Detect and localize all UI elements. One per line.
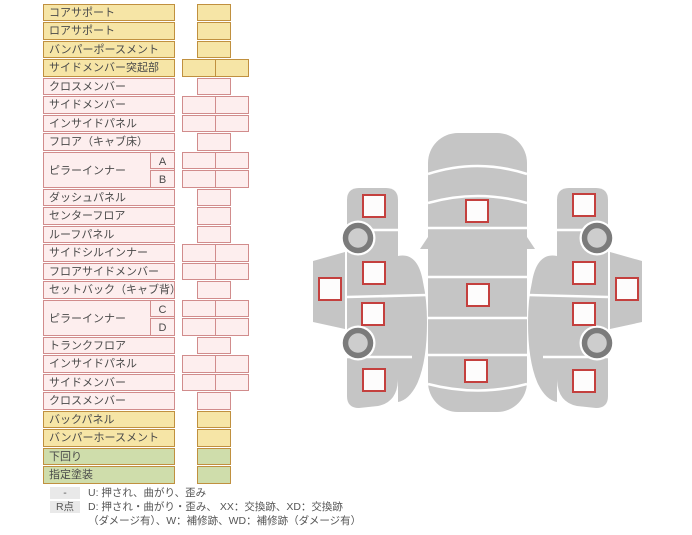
part-label: ピラーインナー [43,299,175,336]
damage-check-cell[interactable] [215,355,249,373]
car-top-view [420,133,535,412]
part-label: サイドメンバー突起部 [43,59,175,77]
damage-check-cell[interactable] [197,133,231,151]
damage-check-cell[interactable] [215,244,249,262]
marker-left-front-door[interactable] [362,261,386,285]
marker-right-front-door[interactable] [572,261,596,285]
damage-check-cell[interactable] [197,225,231,243]
damage-check-cell[interactable] [215,59,249,77]
damage-check-cell[interactable] [197,3,231,21]
part-label: サイドシルインナー [43,244,175,262]
part-label: ルーフパネル [43,225,175,243]
marker-left-front-fender[interactable] [362,194,386,218]
parts-damage-table: コアサポート ロアサポート バンパーポースメント サイドメンバー突起部 クロスメンバーサ… [43,3,253,486]
part-label: クロスメンバー [43,77,175,95]
part-label: ロアサポート [43,22,175,40]
damage-check-cell[interactable] [197,22,231,40]
part-label: サイドメンバー [43,96,175,114]
part-label: バックパネル [43,410,175,428]
legend-badge: R点 [50,500,80,513]
damage-check-cell[interactable] [215,318,249,336]
marker-left-outer-panel[interactable] [318,277,342,301]
marker-top-hood[interactable] [465,199,489,223]
legend-text: U: 押され、曲がり、歪み [88,487,207,499]
part-label: トランクフロア [43,336,175,354]
part-label: クロスメンバー [43,392,175,410]
left-front-wheel-icon [340,220,376,256]
part-label: フロアサイドメンバー [43,262,175,280]
damage-check-cell[interactable] [197,447,231,465]
damage-check-cell[interactable] [197,410,231,428]
damage-check-cell[interactable] [197,207,231,225]
damage-check-cell[interactable] [215,96,249,114]
pillar-section-label: C [150,299,175,317]
marker-top-roof[interactable] [466,283,490,307]
marker-right-outer-panel[interactable] [615,277,639,301]
damage-check-cell[interactable] [197,336,231,354]
damage-check-cell[interactable] [197,429,231,447]
part-label: 下回り [43,447,175,465]
part-label: フロア（キャブ床） [43,133,175,151]
left-rear-wheel-icon [340,325,376,361]
legend-text: （ダメージ有）、W：補修跡、WD：補修跡（ダメージ有） [88,514,362,527]
damage-check-cell[interactable] [215,262,249,280]
part-label: バンパーホースメント [43,429,175,447]
pillar-section-label: D [150,318,175,336]
legend-text: D: 押され・曲がり・歪み、 XX：交換跡、XD：交換跡 [88,500,343,513]
damage-check-cell[interactable] [215,373,249,391]
damage-check-cell[interactable] [197,281,231,299]
part-label: インサイドパネル [43,114,175,132]
right-front-wheel-icon [579,220,615,256]
part-label: インサイドパネル [43,355,175,373]
pillar-section-label: B [150,170,175,188]
damage-check-cell[interactable] [197,77,231,95]
marker-right-rear-door[interactable] [572,302,596,326]
part-label: ダッシュパネル [43,188,175,206]
part-label: コアサポート [43,3,175,21]
damage-check-cell[interactable] [215,170,249,188]
damage-check-cell[interactable] [197,188,231,206]
wheels [340,220,615,361]
damage-check-cell[interactable] [215,299,249,317]
part-label: バンパーポースメント [43,40,175,58]
part-label: セットバック（キャブ背） [43,281,175,299]
marker-left-rear-door[interactable] [361,302,385,326]
right-rear-wheel-icon [579,325,615,361]
damage-check-cell[interactable] [215,151,249,169]
marker-right-front-fender[interactable] [572,193,596,217]
damage-check-cell[interactable] [215,114,249,132]
part-label: サイドメンバー [43,373,175,391]
damage-check-cell[interactable] [197,40,231,58]
damage-check-cell[interactable] [197,466,231,484]
marker-top-trunk[interactable] [464,359,488,383]
damage-check-cell[interactable] [197,392,231,410]
part-label: センターフロア [43,207,175,225]
pillar-section-label: A [150,151,175,169]
legend-badge: - [50,487,80,499]
marker-right-rear-fender[interactable] [572,369,596,393]
part-label: 指定塗装 [43,466,175,484]
marker-left-rear-fender[interactable] [362,368,386,392]
